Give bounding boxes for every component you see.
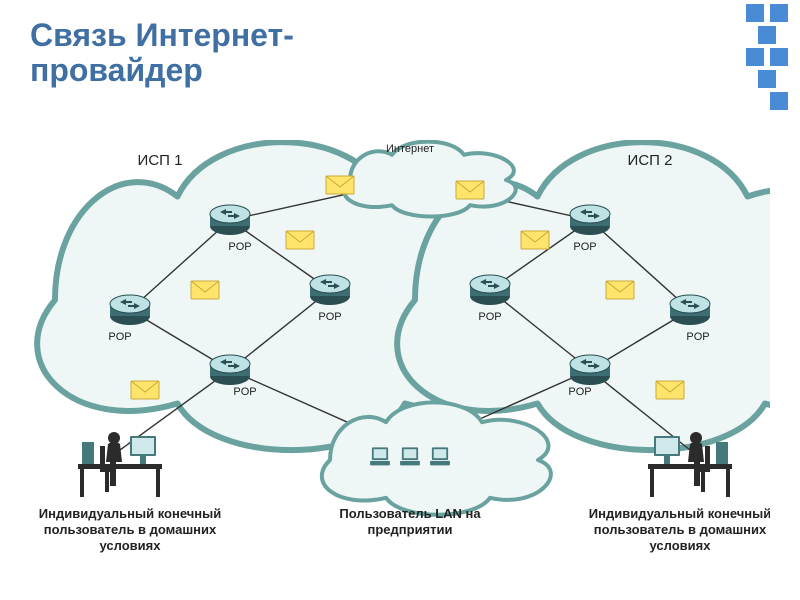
decor-square xyxy=(758,70,776,88)
diagram-label: ИСП 1 xyxy=(138,152,183,169)
pc-icon xyxy=(400,447,420,465)
router-icon xyxy=(110,295,150,325)
decor-square xyxy=(746,48,764,66)
decor-square xyxy=(770,4,788,22)
decor-square xyxy=(746,4,764,22)
pop-label: POP xyxy=(108,331,131,343)
envelope-icon xyxy=(326,176,354,194)
pop-label: POP xyxy=(686,331,709,343)
pc-icon xyxy=(430,447,450,465)
router-icon xyxy=(210,355,250,385)
caption: Индивидуальный конечныйпользователь в до… xyxy=(589,506,770,553)
router-icon xyxy=(570,205,610,235)
pop-label: POP xyxy=(573,241,596,253)
pop-label: POP xyxy=(568,386,591,398)
envelope-icon xyxy=(656,381,684,399)
page-title: Связь Интернет-провайдер xyxy=(30,18,450,88)
envelope-icon xyxy=(286,231,314,249)
pop-label: POP xyxy=(228,241,251,253)
slide: { "title": { "text": "Связь Интернет-про… xyxy=(0,0,800,600)
router-icon xyxy=(570,355,610,385)
diagram-label: ИСП 2 xyxy=(628,152,673,169)
router-icon xyxy=(670,295,710,325)
network-diagram: POP POP POP POP POP POP POP POP ИСП 1 ИСП 2 Интерн… xyxy=(30,140,770,560)
pc-icon xyxy=(370,447,390,465)
pop-label: POP xyxy=(318,311,341,323)
router-icon xyxy=(470,275,510,305)
envelope-icon xyxy=(521,231,549,249)
caption: Индивидуальный конечныйпользователь в до… xyxy=(39,506,221,553)
envelope-icon xyxy=(191,281,219,299)
envelope-icon xyxy=(606,281,634,299)
envelope-icon xyxy=(456,181,484,199)
router-icon xyxy=(310,275,350,305)
envelope-icon xyxy=(131,381,159,399)
decor-square xyxy=(770,48,788,66)
pop-label: POP xyxy=(478,311,501,323)
pop-label: POP xyxy=(233,386,256,398)
router-icon xyxy=(210,205,250,235)
user-icon xyxy=(78,432,162,497)
caption: Пользователь LAN напредприятии xyxy=(339,506,481,537)
decor-square xyxy=(758,26,776,44)
diagram-label: Интернет xyxy=(386,143,434,155)
decor-square xyxy=(770,92,788,110)
